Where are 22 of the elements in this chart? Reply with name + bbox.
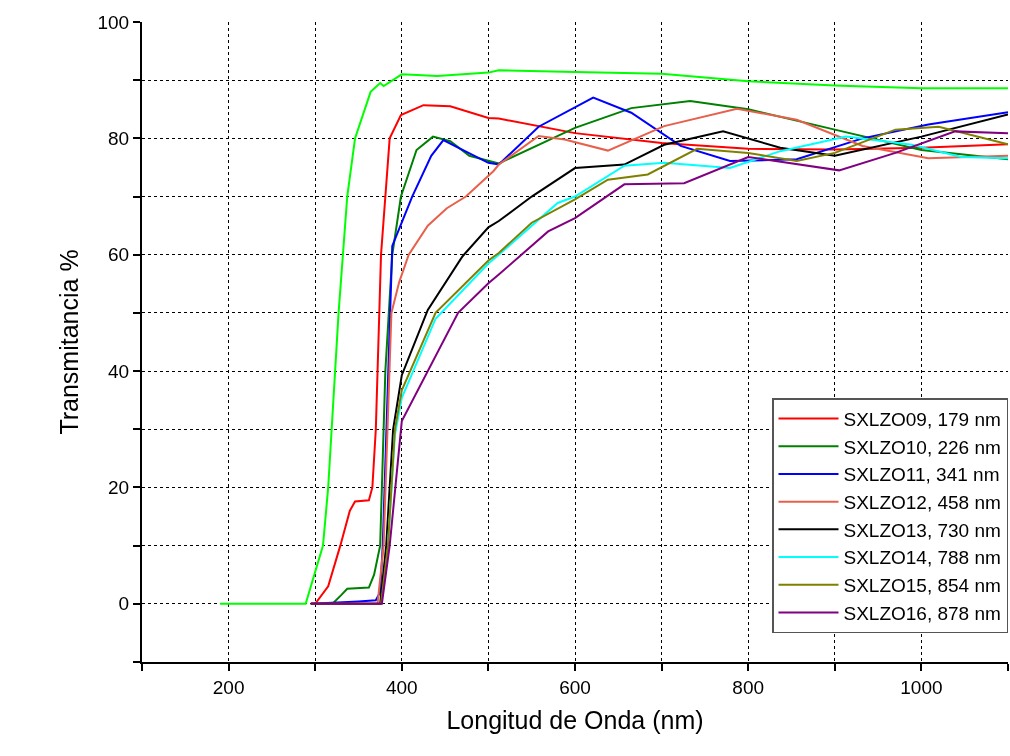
legend-label: SXLZO13, 730 nm xyxy=(843,519,1001,541)
y-tick-label: 20 xyxy=(108,477,130,499)
y-axis-title: Transmitancia % xyxy=(54,249,83,435)
x-tick-label: 800 xyxy=(732,676,765,698)
y-tick-label: 40 xyxy=(108,360,130,382)
y-tick-label: 100 xyxy=(97,11,130,33)
x-axis-title: Longitud de Onda (nm) xyxy=(446,706,704,735)
x-tick-label: 1000 xyxy=(900,676,943,698)
y-tick-label: 0 xyxy=(118,593,130,615)
x-tick-label: 400 xyxy=(385,676,418,698)
line-series xyxy=(218,69,1008,605)
legend-label: SXLZO16, 878 nm xyxy=(843,602,1001,624)
y-tick-label: 60 xyxy=(108,244,130,266)
y-tick-label: 80 xyxy=(108,128,130,150)
legend-label: SXLZO11, 341 nm xyxy=(843,464,1000,486)
legend-label: SXLZO15, 854 nm xyxy=(843,575,1001,597)
x-tick-label: 600 xyxy=(559,676,591,698)
legend-label: SXLZO09, 179 nm xyxy=(843,408,1001,430)
legend-label: SXLZO10, 226 nm xyxy=(843,436,1001,458)
legend-label: SXLZO14, 788 nm xyxy=(843,547,1001,569)
legend-label: SXLZO12, 458 nm xyxy=(843,492,1001,514)
x-tick-label: 200 xyxy=(212,676,245,698)
